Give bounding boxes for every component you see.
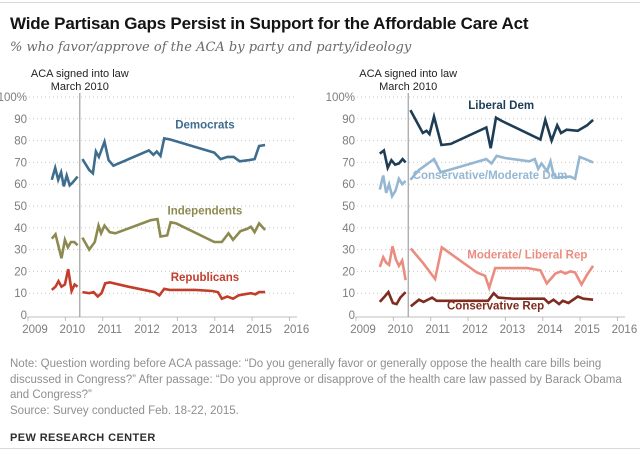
y-axis-label: 30 [14,245,27,257]
y-axis-label: 20 [14,267,27,279]
y-axis-label: 100% [326,92,355,104]
x-axis-label: 2013 [172,324,198,336]
series-line-conservative-rep-post [409,291,594,308]
chart-by-party-ideology: 0 10 20 30 40 50 60 70 80 90 100% 2009 2010 2011 2012 2… [326,68,638,336]
x-axis-label: 2016 [284,324,310,336]
figure-footer: Note: Question wording before ACA passag… [0,343,640,444]
series-label-conservative-rep: Conservative Rep [447,301,544,313]
series-line-moderate-liberal-rep-pre [378,246,407,281]
x-axis-label: 2014 [209,324,235,336]
x-axis-label: 2013 [500,324,526,336]
y-axis-label: 30 [342,245,355,257]
x-axis-label: 2012 [462,324,488,336]
x-axis-label: 2011 [425,324,450,336]
series-line-independents-pre [50,231,79,260]
x-axis-label: 2011 [97,324,122,336]
y-axis-label: 40 [14,223,27,235]
charts-row: 0 10 20 30 40 50 60 70 80 90 100% 2009 2010 2011 2012 2… [0,59,640,343]
y-axis-label: 50 [14,201,27,213]
x-axis-label: 2010 [388,324,414,336]
y-axis-label: 10 [14,289,27,301]
y-axis-label: 40 [342,223,355,235]
top-rule [0,2,640,3]
series-line-conservative-rep-pre [378,290,407,307]
x-axis-label: 2014 [537,324,563,336]
series-label-liberal-dem: Liberal Dem [468,100,534,112]
bottom-rule [0,448,640,449]
series-label-republicans: Republicans [171,273,239,285]
series-line-liberal-dem-post [409,109,594,149]
y-axis-label: 80 [14,136,27,148]
x-axis-label: 2010 [60,324,86,336]
series-line-conservative-moderate-dem-post [409,154,594,182]
y-axis-label: 70 [14,158,27,170]
aca-annotation: March 2010 [51,81,109,93]
y-axis-label: 60 [342,180,355,192]
y-axis-label: 60 [14,180,27,192]
aca-annotation: ACA signed into law [31,68,129,80]
x-axis-label: 2015 [574,324,600,336]
series-line-liberal-dem-pre [378,148,407,173]
y-axis-label: 90 [342,114,355,126]
x-axis-label: 2016 [612,324,638,336]
series-label-democrats: Democrats [175,120,234,132]
figure-title: Wide Partisan Gaps Persist in Support fo… [10,14,529,33]
y-axis-label: 80 [342,136,355,148]
series-line-moderate-liberal-rep-post [409,245,595,293]
y-axis-label: 20 [342,267,355,279]
aca-annotation: March 2010 [379,81,437,93]
series-line-democrats-pre [50,163,79,189]
source-text: Source: Survey conducted Feb. 18-22, 201… [10,404,239,417]
series-line-conservative-moderate-dem-pre [378,175,407,200]
series-label-independents: Independents [168,206,243,218]
y-axis-label: 10 [342,289,355,301]
y-axis-label: 70 [342,158,355,170]
series-line-democrats-post [81,137,266,177]
series-line-republicans-post [82,281,266,301]
series-label-moderate-liberal-rep: Moderate/ Liberal Rep [467,250,587,262]
y-axis-label: 50 [342,201,355,213]
chart-by-party: 0 10 20 30 40 50 60 70 80 90 100% 2009 2010 2011 2012 2… [0,68,310,336]
note-text: Note: Question wording before ACA passag… [10,358,622,402]
series-line-republicans-pre [50,269,79,296]
x-axis-label: 2015 [246,324,272,336]
y-axis-label: 90 [14,114,27,126]
figure-header: Wide Partisan Gaps Persist in Support fo… [0,3,640,55]
x-axis-label: 2009 [350,324,376,336]
series-line-independents-post [81,217,267,253]
figure-subtitle: % who favor/approve of the ACA by party … [10,40,412,56]
series-label-conservative-moderate-dem: Conservative/Moderate Dem [413,170,568,182]
x-axis-label: 2009 [22,324,48,336]
aca-annotation: ACA signed into law [359,68,457,80]
y-axis-label: 0 [349,310,355,322]
brand-pew-research-center: PEW RESEARCH CENTER [10,432,156,445]
x-axis-label: 2012 [134,324,160,336]
y-axis-label: 0 [21,310,27,322]
y-axis-label: 100% [0,92,27,104]
